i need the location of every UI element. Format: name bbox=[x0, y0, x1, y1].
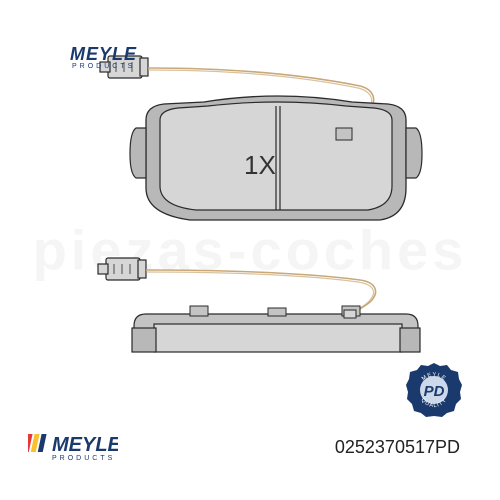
pd-quality-badge: PD MEYLE QUALITY bbox=[406, 362, 462, 418]
brand-logo-svg: MEYLE bbox=[28, 432, 118, 456]
brake-pad-top bbox=[130, 96, 422, 220]
badge-main-text: PD bbox=[424, 383, 445, 400]
brake-pad-diagram bbox=[50, 28, 450, 428]
brand-subtitle: PRODUCTS bbox=[72, 63, 137, 70]
quantity-label: 1X bbox=[244, 150, 276, 181]
sensor-connector-bottom bbox=[98, 258, 146, 280]
brand-subtitle-bottom: PRODUCTS bbox=[52, 455, 118, 462]
brand-name: MEYLE bbox=[70, 44, 137, 64]
brand-logo-bottom: MEYLE PRODUCTS bbox=[28, 432, 118, 462]
brand-logo-top: MEYLE PRODUCTS bbox=[70, 44, 137, 70]
brake-pad-bottom bbox=[132, 306, 420, 352]
sensor-wire-bottom bbox=[146, 270, 376, 316]
brand-name-bottom: MEYLE bbox=[52, 434, 118, 456]
part-number: 0252370517PD bbox=[335, 437, 460, 458]
